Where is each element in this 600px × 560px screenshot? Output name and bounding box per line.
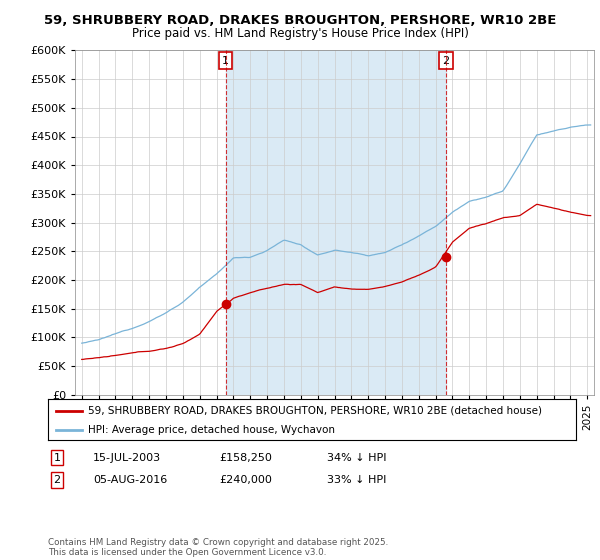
Text: £240,000: £240,000 — [219, 475, 272, 485]
Text: 33% ↓ HPI: 33% ↓ HPI — [327, 475, 386, 485]
Text: 59, SHRUBBERY ROAD, DRAKES BROUGHTON, PERSHORE, WR10 2BE (detached house): 59, SHRUBBERY ROAD, DRAKES BROUGHTON, PE… — [88, 405, 542, 416]
Text: 2: 2 — [442, 55, 449, 66]
Text: Contains HM Land Registry data © Crown copyright and database right 2025.
This d: Contains HM Land Registry data © Crown c… — [48, 538, 388, 557]
Text: 1: 1 — [53, 452, 61, 463]
Text: 2: 2 — [53, 475, 61, 485]
Text: 34% ↓ HPI: 34% ↓ HPI — [327, 452, 386, 463]
Bar — [226, 50, 446, 395]
Text: 1: 1 — [222, 55, 229, 66]
Text: 15-JUL-2003: 15-JUL-2003 — [93, 452, 161, 463]
Text: HPI: Average price, detached house, Wychavon: HPI: Average price, detached house, Wych… — [88, 424, 335, 435]
Text: Price paid vs. HM Land Registry's House Price Index (HPI): Price paid vs. HM Land Registry's House … — [131, 27, 469, 40]
Text: 05-AUG-2016: 05-AUG-2016 — [93, 475, 167, 485]
Text: £158,250: £158,250 — [219, 452, 272, 463]
Text: 59, SHRUBBERY ROAD, DRAKES BROUGHTON, PERSHORE, WR10 2BE: 59, SHRUBBERY ROAD, DRAKES BROUGHTON, PE… — [44, 14, 556, 27]
